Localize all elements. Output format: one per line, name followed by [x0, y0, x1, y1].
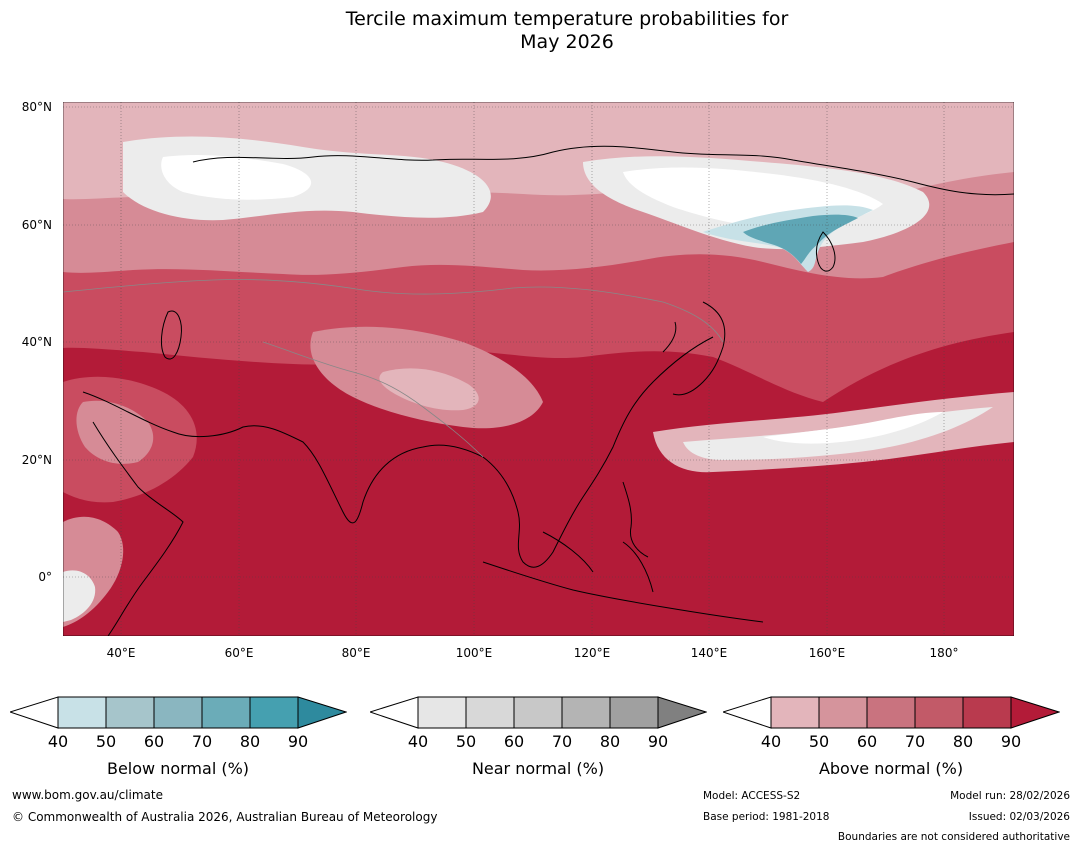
- colorbar-below-cell: [201, 696, 251, 729]
- lon-label-40e: 40°E: [106, 646, 136, 660]
- pacific-white: [763, 412, 943, 444]
- colorbar-near-min-arrow: [370, 696, 419, 729]
- lat-label-0: 0°: [38, 570, 52, 584]
- africa-near-normal: [63, 570, 96, 622]
- tick: 50: [95, 732, 117, 751]
- colorbar-near-cell: [513, 696, 563, 729]
- colorbar-below-cell: [249, 696, 299, 729]
- colorbar-near-max-arrow: [657, 696, 707, 729]
- coastlines: [82, 145, 1014, 636]
- tick: 80: [952, 732, 974, 751]
- colorbar-above-min-arrow: [723, 696, 772, 729]
- colorbar-above-max-arrow: [1010, 696, 1060, 729]
- footer-model: Model: ACCESS-S2: [703, 790, 801, 802]
- lon-label-80e: 80°E: [341, 646, 371, 660]
- tick: 40: [760, 732, 782, 751]
- colorbar-near-cell: [609, 696, 659, 729]
- colorbar-near: [370, 696, 707, 729]
- tick: 70: [904, 732, 926, 751]
- tick: 40: [47, 732, 69, 751]
- graticule: [63, 102, 1014, 636]
- tick: 90: [1000, 732, 1022, 751]
- lon-label-180: 180°: [929, 646, 959, 660]
- tick: 80: [239, 732, 261, 751]
- title-line-1: Tercile maximum temperature probabilitie…: [345, 8, 789, 30]
- colorbar-above-cell: [818, 696, 868, 729]
- tick: 70: [551, 732, 573, 751]
- footer-issued: Issued: 02/03/2026: [968, 811, 1070, 823]
- colorbar-above-label: Above normal (%): [818, 759, 964, 778]
- colorbar-near-cell: [465, 696, 515, 729]
- colorbar-below-label: Below normal (%): [106, 759, 250, 778]
- colorbar-near-label: Near normal (%): [471, 759, 605, 778]
- tibet-light: [379, 368, 479, 411]
- footer-disclaimer: Boundaries are not considered authoritat…: [837, 831, 1070, 843]
- colorbar-below-cell: [57, 696, 107, 729]
- colorbar-below-cell: [153, 696, 203, 729]
- colorbar-above-cell: [770, 696, 820, 729]
- tick: 50: [808, 732, 830, 751]
- below-normal-core: [743, 214, 858, 264]
- tick: 60: [503, 732, 525, 751]
- tick: 60: [143, 732, 165, 751]
- footer-copyright: © Commonwealth of Australia 2026, Austra…: [12, 810, 438, 824]
- footer-model-run: Model run: 28/02/2026: [950, 790, 1070, 802]
- colorbar-below: [10, 696, 347, 729]
- lon-label-120e: 120°E: [573, 646, 611, 660]
- colorbar-above: [723, 696, 1060, 729]
- footer-url: www.bom.gov.au/climate: [12, 788, 163, 802]
- colorbar-near-cell: [417, 696, 467, 729]
- tick: 80: [599, 732, 621, 751]
- lon-label-100e: 100°E: [455, 646, 493, 660]
- tick: 40: [407, 732, 429, 751]
- title-line-2: May 2026: [520, 31, 614, 53]
- tick: 70: [191, 732, 213, 751]
- lat-label-60n: 60°N: [21, 218, 52, 232]
- lat-label-20n: 20°N: [21, 453, 52, 467]
- colorbar-above-cell: [914, 696, 964, 729]
- colorbar-near-cell: [561, 696, 611, 729]
- tick: 50: [455, 732, 477, 751]
- lon-label-160e: 160°E: [808, 646, 846, 660]
- footer-base-period: Base period: 1981-2018: [703, 811, 830, 823]
- colorbar-above-cell: [962, 696, 1012, 729]
- probability-map: [63, 102, 1014, 636]
- lat-label-40n: 40°N: [21, 335, 52, 349]
- map-svg: [63, 102, 1014, 636]
- white-zone-west: [161, 154, 312, 200]
- arabia-light: [76, 400, 154, 464]
- colorbar-below-max-arrow: [297, 696, 347, 729]
- lon-label-60e: 60°E: [224, 646, 254, 660]
- tick: 90: [287, 732, 309, 751]
- tick: 90: [647, 732, 669, 751]
- colorbar-below-cell: [105, 696, 155, 729]
- chart-title: Tercile maximum temperature probabilitie…: [0, 8, 1081, 54]
- lat-label-80n: 80°N: [21, 100, 52, 114]
- lon-label-140e: 140°E: [690, 646, 728, 660]
- country-borders: [63, 279, 724, 458]
- colorbar-above-cell: [866, 696, 916, 729]
- colorbar-below-min-arrow: [10, 696, 59, 729]
- tick: 60: [856, 732, 878, 751]
